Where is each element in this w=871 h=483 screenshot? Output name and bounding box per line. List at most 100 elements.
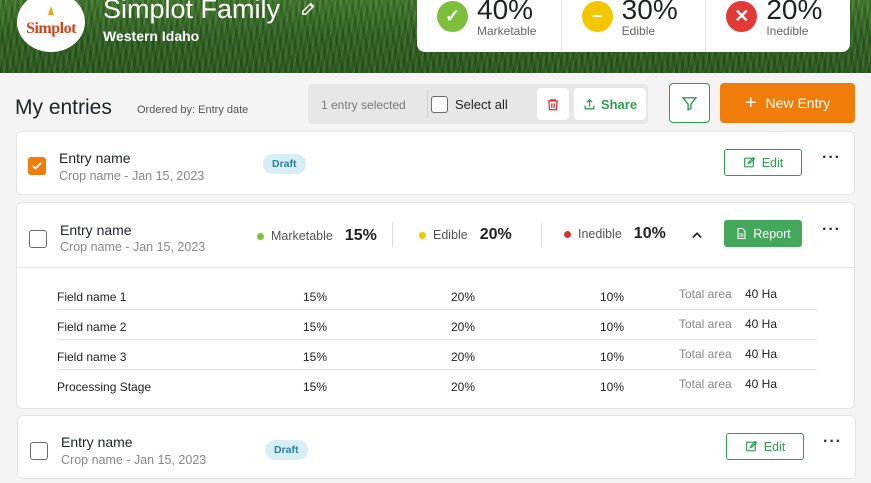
more-options-icon[interactable]: ··· <box>822 221 841 238</box>
entry-name: Entry name <box>61 434 133 450</box>
area-value: 40 Ha <box>745 287 778 301</box>
sort-label[interactable]: Ordered by: Entry date <box>137 104 249 116</box>
entry-subtitle: Crop name - Jan 15, 2023 <box>59 169 205 183</box>
inedible-dot-icon <box>564 230 571 238</box>
inedible-value: 10% <box>600 290 625 304</box>
metric-value: 20% <box>479 226 512 243</box>
edit-label: Edit <box>763 439 786 454</box>
area-value: 40 Ha <box>745 317 778 331</box>
edit-button[interactable]: Edit <box>726 433 804 460</box>
metric-label: Inedible <box>578 227 622 241</box>
entry-subtitle: Crop name - Jan 15, 2023 <box>60 240 206 254</box>
inedible-value: 10% <box>600 380 625 394</box>
field-name: Field name 1 <box>57 290 127 304</box>
edit-button[interactable]: Edit <box>724 149 802 176</box>
marketable-dot-icon <box>257 232 264 240</box>
report-label: Report <box>753 226 791 241</box>
marketable-value: 15% <box>303 320 328 334</box>
close-icon: ✕ <box>726 1 758 32</box>
document-icon <box>737 227 746 240</box>
edible-value: 20% <box>451 290 476 304</box>
field-name: Field name 3 <box>57 350 127 364</box>
edit-label: Edit <box>761 155 784 170</box>
stat-value: 20% <box>766 0 823 25</box>
metric-label: Marketable <box>271 229 333 243</box>
new-entry-button[interactable]: + New Entry <box>720 83 855 123</box>
chevron-up-icon[interactable] <box>692 227 702 242</box>
metric-edible: Edible 20% <box>419 226 512 244</box>
edit-icon <box>745 440 757 452</box>
metric-label: Edible <box>433 228 468 242</box>
entry-checkbox-checked[interactable] <box>28 157 46 175</box>
edit-pencil-icon[interactable] <box>300 0 317 22</box>
share-label: Share <box>600 96 638 112</box>
entry-name: Entry name <box>60 222 132 238</box>
stat-edible: − 30% Edible <box>560 0 706 52</box>
summary-stats-card: ✓ 40% Marketable − 30% Edible ✕ 20% Ined… <box>417 0 850 52</box>
marketable-value: 15% <box>303 290 328 304</box>
selected-count: 1 entry selected <box>321 98 406 112</box>
edible-value: 20% <box>451 380 476 394</box>
select-all-checkbox[interactable]: Select all <box>431 96 508 113</box>
status-badge: Draft <box>265 440 308 460</box>
more-options-icon[interactable]: ··· <box>822 149 841 166</box>
marketable-value: 15% <box>303 350 328 364</box>
entry-checkbox[interactable] <box>29 230 47 248</box>
more-options-icon[interactable]: ··· <box>823 433 842 450</box>
logo-flame-icon <box>48 6 54 15</box>
inedible-value: 10% <box>600 320 625 334</box>
header-banner: Simplot Simplot Family Western Idaho ✓ 4… <box>0 0 871 73</box>
entry-checkbox[interactable] <box>30 442 48 460</box>
entry-name: Entry name <box>59 150 131 166</box>
metric-marketable: Marketable 15% <box>257 227 377 245</box>
entry-detail-table: Field name 1 15% 20% 10% Total area 40 H… <box>17 267 855 409</box>
metric-inedible: Inedible 10% <box>564 225 666 243</box>
farm-location: Western Idaho <box>103 28 200 44</box>
field-name: Field name 2 <box>57 320 127 334</box>
entry-card[interactable]: Entry name Crop name - Jan 15, 2023 Draf… <box>16 131 855 195</box>
divider <box>392 223 393 247</box>
share-button[interactable]: Share <box>574 88 646 120</box>
status-badge: Draft <box>263 154 306 174</box>
area-label: Total area <box>679 287 732 301</box>
area-value: 40 Ha <box>745 347 778 361</box>
area-label: Total area <box>679 317 732 331</box>
filter-icon <box>681 96 698 111</box>
share-icon <box>584 98 595 109</box>
entry-card-expanded[interactable]: Entry name Crop name - Jan 15, 2023 Mark… <box>16 202 855 409</box>
table-row: Field name 3 15% 20% 10% Total area 40 H… <box>57 340 817 370</box>
entry-card[interactable]: Entry name Crop name - Jan 15, 2023 Draf… <box>17 415 856 479</box>
table-row: Processing Stage 15% 20% 10% Total area … <box>57 370 817 400</box>
stat-label: Inedible <box>766 24 809 38</box>
new-entry-label: New Entry <box>765 95 831 111</box>
trash-icon <box>547 98 559 110</box>
selection-bar: 1 entry selected Select all Share <box>308 84 648 124</box>
stat-marketable: ✓ 40% Marketable <box>417 0 561 52</box>
area-label: Total area <box>679 377 732 391</box>
plus-icon: + <box>744 92 757 114</box>
delete-button[interactable] <box>537 88 569 120</box>
edible-dot-icon <box>419 231 426 239</box>
table-row: Field name 2 15% 20% 10% Total area 40 H… <box>57 310 817 340</box>
minus-icon: − <box>581 1 613 32</box>
inedible-value: 10% <box>600 350 625 364</box>
farm-title: Simplot Family <box>103 0 281 24</box>
stat-inedible: ✕ 20% Inedible <box>705 0 850 52</box>
entry-subtitle: Crop name - Jan 15, 2023 <box>61 453 207 467</box>
check-icon <box>32 162 42 170</box>
edible-value: 20% <box>451 350 476 364</box>
check-icon: ✓ <box>437 1 468 32</box>
stat-label: Marketable <box>477 24 537 38</box>
report-button[interactable]: Report <box>724 220 802 247</box>
filter-button[interactable] <box>669 83 710 123</box>
select-all-label: Select all <box>455 97 508 112</box>
stat-value: 40% <box>477 0 534 25</box>
simplot-logo: Simplot <box>17 0 85 52</box>
edit-icon <box>743 156 755 168</box>
stat-value: 30% <box>621 0 678 25</box>
divider <box>427 90 428 118</box>
metric-value: 10% <box>633 225 666 242</box>
metric-value: 15% <box>344 227 377 244</box>
field-name: Processing Stage <box>57 380 152 394</box>
checkbox[interactable] <box>431 96 448 113</box>
